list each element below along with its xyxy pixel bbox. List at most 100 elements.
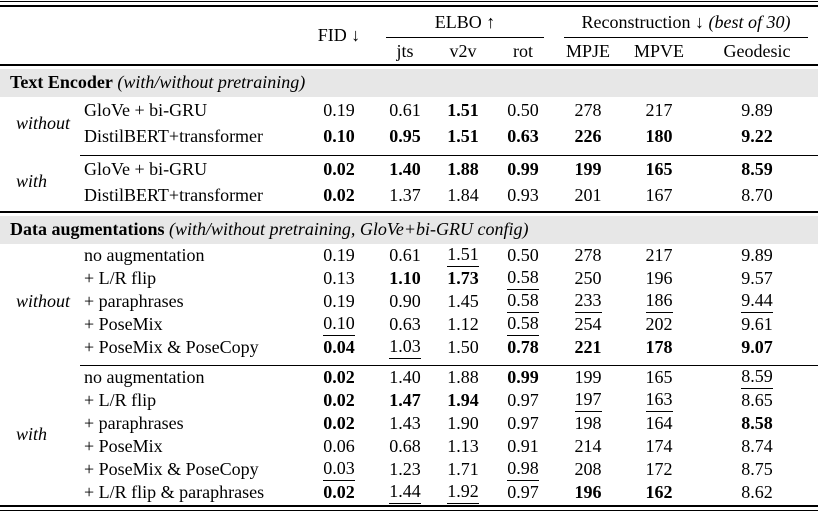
metric-cell: 1.40 — [376, 156, 434, 183]
metric-value: 174 — [645, 436, 673, 456]
metric-value: 0.63 — [507, 125, 539, 146]
metric-cell: 0.06 — [302, 435, 376, 458]
metric-value: 0.02 — [323, 367, 355, 387]
metric-cell: 278 — [554, 97, 622, 123]
col-group-header-reconstruction: Reconstruction ↓ (best of 30) — [554, 7, 818, 38]
table-row: + PoseMix 0.06 0.68 1.13 0.91 214 174 8.74 — [0, 435, 818, 458]
metric-cell: 1.23 — [376, 458, 434, 481]
metric-cell: 196 — [554, 481, 622, 504]
metric-cell: 0.97 — [492, 481, 554, 504]
metric-value: 0.98 — [507, 458, 539, 481]
metric-value: 0.90 — [389, 291, 421, 311]
metric-value: 0.06 — [323, 436, 355, 456]
metric-cell: 0.02 — [302, 182, 376, 208]
metric-value: 1.13 — [447, 436, 479, 456]
config-name: no augmentation — [84, 245, 205, 265]
metric-cell: 0.58 — [492, 290, 554, 313]
metric-cell: 165 — [622, 156, 696, 183]
col-header-mpve: MPVE — [622, 38, 697, 66]
metric-cell: 180 — [622, 123, 696, 149]
col-header-geodesic: Geodesic — [696, 38, 818, 66]
section-header-cell: Data augmentations (with/without pretrai… — [0, 212, 818, 244]
table-row: without GloVe + bi-GRU 0.19 0.61 1.51 0.50 278… — [0, 97, 818, 133]
metric-value: 9.22 — [741, 125, 773, 146]
metric-value: 1.94 — [447, 390, 479, 410]
metric-cell: 0.63 — [376, 313, 434, 336]
metric-cell: 9.44 — [696, 290, 818, 313]
metric-cell: 0.61 — [376, 244, 434, 267]
table-body: Text Encoder (with/without pretraining) w… — [0, 65, 818, 504]
section-band: Data augmentations (with/without pretrai… — [0, 216, 818, 244]
metric-value: 0.97 — [507, 482, 539, 502]
metric-value: 165 — [645, 367, 673, 387]
metric-cell: 8.59 — [696, 366, 818, 389]
metric-value: 198 — [574, 413, 602, 433]
metric-cell: 1.47 — [376, 389, 434, 412]
reconstruction-note: (best of 30) — [704, 12, 791, 32]
config-name: + L/R flip — [84, 390, 157, 410]
metric-value: 0.93 — [507, 184, 539, 205]
metric-value: 226 — [574, 125, 602, 146]
metric-value: 278 — [574, 99, 602, 120]
metric-value: 0.02 — [323, 158, 355, 179]
metric-cell: 197 — [554, 389, 622, 412]
metric-value: 1.43 — [389, 413, 421, 433]
metric-value: 0.68 — [389, 436, 421, 456]
metric-cell: 8.75 — [696, 458, 818, 481]
config-name: + paraphrases — [84, 291, 184, 311]
metric-cell: 165 — [622, 366, 696, 390]
metric-value: 1.84 — [447, 184, 479, 205]
section-note: (with/without pretraining, GloVe+bi-GRU … — [164, 219, 529, 239]
metric-cell: 0.91 — [492, 435, 554, 458]
metric-cell: 1.03 — [376, 336, 434, 359]
metric-cell: 0.50 — [492, 97, 554, 123]
metric-cell: 0.97 — [492, 389, 554, 412]
config-name: GloVe + bi-GRU — [84, 99, 208, 120]
elbo-label: ELBO ↑ — [434, 12, 496, 32]
config-name: + PoseMix — [84, 436, 163, 456]
metric-value: 0.50 — [507, 99, 539, 120]
metric-value: 1.10 — [389, 268, 421, 288]
metric-cell: 254 — [554, 313, 622, 336]
corner-cell — [0, 7, 302, 66]
metric-value: 8.74 — [741, 436, 773, 456]
metric-value: 0.02 — [323, 184, 355, 205]
metric-value: 1.88 — [447, 367, 479, 387]
table-row: without no augmentation 0.19 0.61 1.51 0.50 27… — [0, 244, 818, 311]
metric-value: 1.40 — [389, 158, 421, 179]
metric-cell: 0.02 — [302, 389, 376, 412]
metric-value: 1.12 — [447, 314, 479, 334]
table-row: + paraphrases 0.19 0.90 1.45 0.58 233 186 9.44 — [0, 290, 818, 313]
metric-value: 1.50 — [447, 337, 479, 357]
metric-value: 0.50 — [507, 245, 539, 265]
metric-value: 1.90 — [447, 413, 479, 433]
config-name: + paraphrases — [84, 413, 184, 433]
metric-value: 0.58 — [507, 290, 539, 313]
metric-cell: 1.88 — [434, 156, 492, 183]
table-row: + paraphrases 0.02 1.43 1.90 0.97 198 164 8.58 — [0, 412, 818, 435]
metric-value: 0.02 — [323, 390, 355, 410]
metric-value: 0.19 — [323, 99, 355, 120]
col-header-rot: rot — [492, 38, 555, 66]
metric-value: 0.95 — [389, 125, 421, 146]
fid-label: FID ↓ — [317, 25, 361, 45]
metric-value: 9.89 — [741, 245, 773, 265]
metric-value: 1.47 — [389, 390, 421, 410]
metric-value: 1.51 — [447, 125, 479, 146]
metric-value: 250 — [574, 268, 602, 288]
section-separator-cell — [0, 208, 818, 213]
metric-cell: 9.57 — [696, 267, 818, 290]
metric-value: 180 — [645, 125, 673, 146]
metric-value: 0.78 — [507, 337, 539, 357]
metric-value: 0.97 — [507, 413, 539, 433]
metric-value: 0.02 — [323, 413, 355, 433]
section-note: (with/without pretraining) — [112, 72, 306, 92]
metric-cell: 217 — [622, 244, 696, 267]
metric-cell: 278 — [554, 244, 622, 267]
metric-value: 9.89 — [741, 99, 773, 120]
table-row: DistilBERT+transformer 0.02 1.37 1.84 0.93 20… — [0, 182, 818, 208]
section-header-row: Text Encoder (with/without pretraining) — [0, 65, 818, 97]
metric-cell: 1.40 — [376, 366, 434, 390]
results-table: FID ↓ ELBO ↑ Reconstruction ↓ (best of 3… — [0, 7, 818, 504]
metric-value: 1.40 — [389, 367, 421, 387]
